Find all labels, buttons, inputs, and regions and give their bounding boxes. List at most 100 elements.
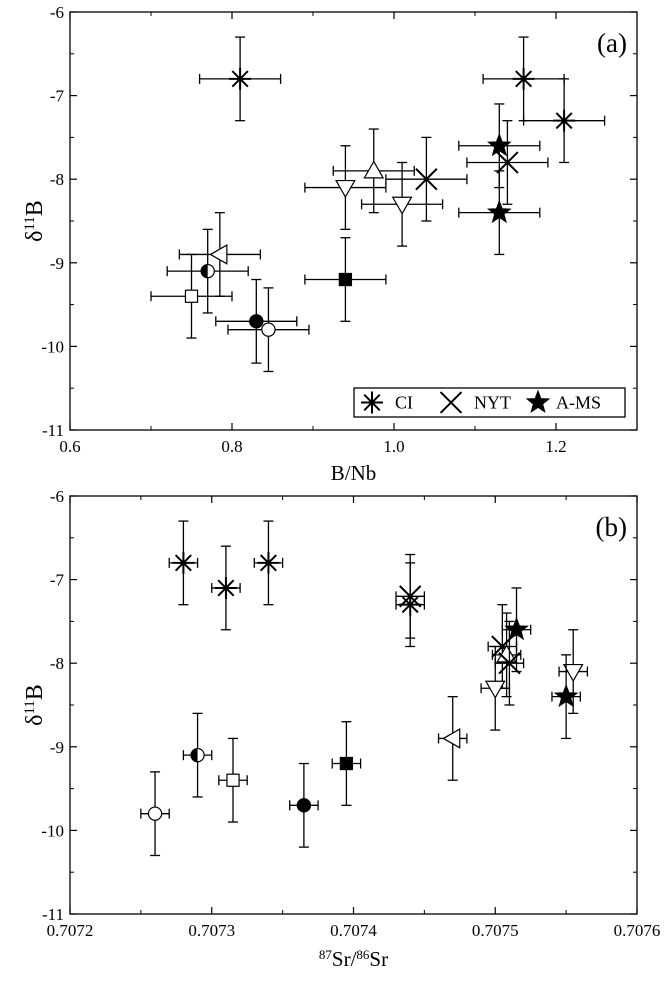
y-axis-label-part: 11 <box>22 216 38 230</box>
data-point <box>331 721 362 806</box>
asterisk-marker <box>257 551 280 574</box>
legend: CI NYT A-MS <box>353 387 626 418</box>
data-point <box>253 520 284 606</box>
y-tick-label: -11 <box>42 421 64 440</box>
star-marker <box>504 616 529 641</box>
data-point <box>558 629 589 715</box>
panel-label: (a) <box>597 28 627 58</box>
half-circle-marker-fill <box>190 748 198 762</box>
circle-open-marker <box>261 322 276 337</box>
data-point <box>466 120 549 205</box>
tri-left-marker <box>209 244 228 265</box>
x-tick-label: 1.0 <box>383 437 404 456</box>
square-filled-marker <box>338 272 353 287</box>
data-point <box>211 545 241 631</box>
legend-label: NYT <box>474 393 511 413</box>
x-axis-label-part: 86 <box>356 947 370 962</box>
x-axis-label: B/Nb <box>331 461 377 485</box>
y-axis-label-part: δ <box>22 231 48 242</box>
tri-up-marker <box>363 160 385 179</box>
x-axis-label-part: Sr <box>369 947 388 971</box>
tri-down-marker <box>391 196 413 215</box>
square-filled-marker <box>339 756 354 771</box>
circle-filled-marker <box>249 314 264 329</box>
legend-cross-marker <box>439 391 463 414</box>
data-point <box>482 36 565 122</box>
y-axis-label-part: B <box>22 684 48 700</box>
asterisk-marker <box>172 551 195 574</box>
legend-box <box>353 387 626 418</box>
data-point <box>437 695 468 781</box>
data-point <box>304 145 387 231</box>
cross-marker <box>415 168 438 191</box>
y-axis-label-part: B <box>22 200 48 216</box>
tri-down-marker <box>484 680 506 699</box>
chart-panel-a: -11 -10 -9 -8 -7 -6 0.6 0.8 1.0 1.2 δ11B B/Nb (a) CI N… <box>22 3 638 485</box>
y-tick-label: -7 <box>50 87 65 106</box>
tri-left-marker <box>442 728 461 749</box>
x-tick-label: 0.7073 <box>188 921 235 940</box>
y-axis-label: δ11B <box>22 684 48 726</box>
star-marker <box>553 683 579 708</box>
star-marker <box>486 199 512 224</box>
x-tick-label: 1.2 <box>545 437 566 456</box>
x-tick-label: 0.8 <box>221 437 242 456</box>
x-axis-label-part: 87 <box>319 947 333 962</box>
data-point <box>332 128 415 214</box>
asterisk-marker <box>553 109 576 132</box>
data-point <box>360 161 444 247</box>
data-point <box>289 762 319 848</box>
x-axis-label: 87Sr/86Sr <box>319 947 388 972</box>
legend-label: A-MS <box>556 393 601 413</box>
chart-panel-b: -11 -10 -9 -8 -7 -6 0.7072 0.7073 0.7074 0.7075 0.… <box>22 487 660 971</box>
data-point <box>304 237 387 322</box>
data-point <box>522 78 606 164</box>
x-tick-label: 0.6 <box>59 437 80 456</box>
data-point <box>150 253 233 339</box>
y-axis-label-part: 11 <box>22 700 38 714</box>
data-point <box>198 36 282 122</box>
data-point <box>480 645 511 731</box>
x-tick-label: 0.7075 <box>472 921 519 940</box>
asterisk-marker <box>512 67 535 90</box>
x-tick-label: 0.7072 <box>47 921 94 940</box>
data-point <box>182 712 213 798</box>
data-point <box>227 287 310 373</box>
square-open-marker <box>184 289 199 303</box>
y-tick-label: -8 <box>50 170 64 189</box>
circle-filled-marker <box>296 798 312 813</box>
y-tick-label: -9 <box>50 254 64 273</box>
y-tick-label: -9 <box>50 738 64 757</box>
y-tick-label: -8 <box>50 654 64 673</box>
y-axis-label: δ11B <box>22 200 48 242</box>
y-tick-label: -10 <box>41 821 64 840</box>
data-point <box>166 228 249 314</box>
x-tick-label: 0.7076 <box>614 921 661 940</box>
tri-down-marker <box>335 179 356 199</box>
half-circle-marker-fill <box>201 264 208 278</box>
legend-label: CI <box>395 393 413 413</box>
data-point <box>385 136 468 222</box>
x-tick-label: 0.7074 <box>330 921 377 940</box>
data-point <box>501 587 532 673</box>
y-tick-label: -6 <box>50 3 64 22</box>
y-tick-label: -11 <box>42 905 64 924</box>
legend-star-marker <box>525 389 551 413</box>
y-axis-label-part: δ <box>22 715 48 726</box>
data-point <box>168 520 199 606</box>
cross-marker <box>496 151 519 174</box>
data-point <box>458 170 541 256</box>
data-point <box>140 771 170 857</box>
circle-open-marker <box>147 806 163 821</box>
y-tick-label: -10 <box>41 337 64 356</box>
x-axis-label-part: Sr/ <box>332 947 357 971</box>
data-point <box>395 553 426 639</box>
plot-frame <box>69 11 638 431</box>
tri-up-marker <box>496 644 517 663</box>
tri-down-marker <box>562 663 584 683</box>
data-point <box>215 278 298 364</box>
cross-marker <box>399 585 422 608</box>
legend-asterisk-marker <box>361 391 383 414</box>
square-open-marker <box>226 773 240 787</box>
